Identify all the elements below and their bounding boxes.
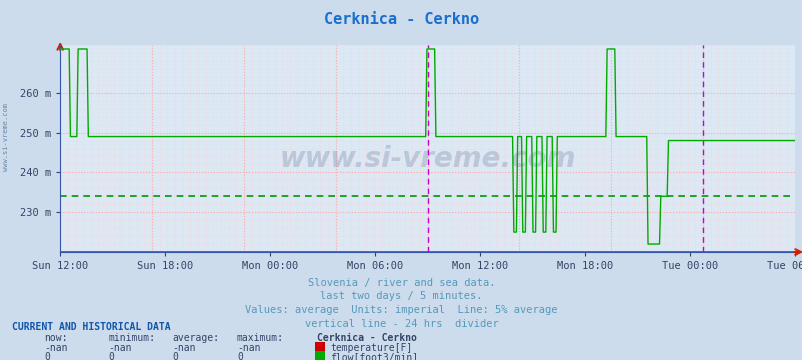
Text: minimum:: minimum: bbox=[108, 333, 156, 343]
Text: vertical line - 24 hrs  divider: vertical line - 24 hrs divider bbox=[304, 319, 498, 329]
Text: Cerknica - Cerkno: Cerknica - Cerkno bbox=[317, 333, 416, 343]
Text: CURRENT AND HISTORICAL DATA: CURRENT AND HISTORICAL DATA bbox=[12, 322, 171, 332]
Text: maximum:: maximum: bbox=[237, 333, 284, 343]
Text: www.si-vreme.com: www.si-vreme.com bbox=[279, 145, 575, 173]
Text: last two days / 5 minutes.: last two days / 5 minutes. bbox=[320, 291, 482, 301]
Text: Cerknica - Cerkno: Cerknica - Cerkno bbox=[323, 12, 479, 27]
Text: -nan: -nan bbox=[237, 343, 260, 353]
Text: 0: 0 bbox=[44, 352, 50, 360]
Text: Values: average  Units: imperial  Line: 5% average: Values: average Units: imperial Line: 5%… bbox=[245, 305, 557, 315]
Text: average:: average: bbox=[172, 333, 220, 343]
Text: 0: 0 bbox=[172, 352, 178, 360]
Text: Slovenia / river and sea data.: Slovenia / river and sea data. bbox=[307, 278, 495, 288]
Text: -nan: -nan bbox=[108, 343, 132, 353]
Text: -nan: -nan bbox=[172, 343, 196, 353]
Text: temperature[F]: temperature[F] bbox=[330, 343, 411, 353]
Text: www.si-vreme.com: www.si-vreme.com bbox=[3, 103, 10, 171]
Text: -nan: -nan bbox=[44, 343, 67, 353]
Text: 0: 0 bbox=[237, 352, 242, 360]
Text: 0: 0 bbox=[108, 352, 114, 360]
Text: flow[foot3/min]: flow[foot3/min] bbox=[330, 352, 418, 360]
Text: now:: now: bbox=[44, 333, 67, 343]
